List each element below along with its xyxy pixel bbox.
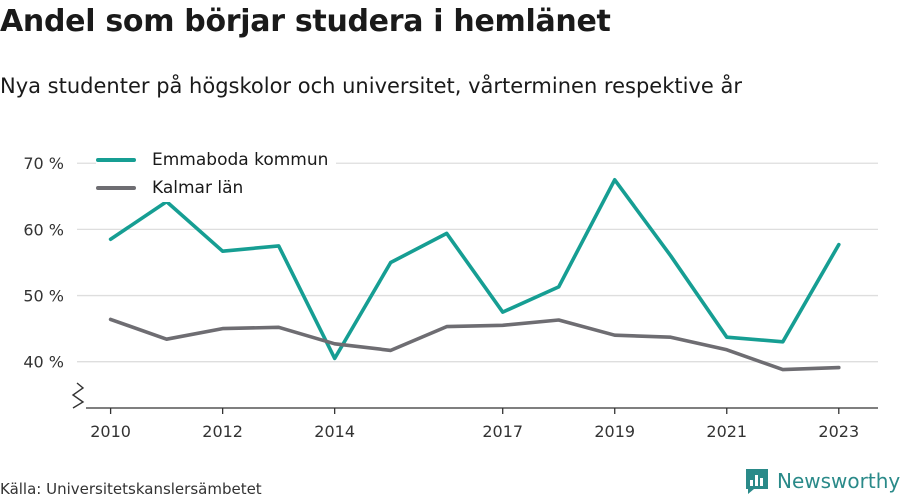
y-tick-label: 60 %: [23, 220, 64, 239]
y-tick-label: 70 %: [23, 154, 64, 173]
series-line-0: [108, 178, 841, 361]
source-note: Källa: Universitetskanslersämbetet: [0, 480, 262, 498]
y-tick-label: 50 %: [23, 287, 64, 306]
chart-subtitle: Nya studenter på högskolor och universit…: [0, 74, 742, 98]
legend-swatch-kalmar: [96, 186, 136, 190]
y-axis-break-icon: [71, 382, 85, 409]
legend-swatch-emmaboda: [96, 158, 136, 162]
chart-title: Andel som börjar studera i hemlänet: [0, 4, 611, 39]
x-tick-label: 2012: [202, 422, 243, 441]
newsworthy-logo-icon: [746, 469, 768, 494]
x-tick-label: 2010: [90, 422, 131, 441]
y-tick-label: 40 %: [23, 353, 64, 372]
legend-item-kalmar: Kalmar län: [96, 174, 328, 202]
x-tick-label: 2014: [314, 422, 355, 441]
brand-name: Newsworthy: [777, 469, 900, 493]
chart-legend: Emmaboda kommun Kalmar län: [96, 146, 337, 202]
series-line-1: [108, 317, 841, 372]
x-tick-label: 2017: [482, 422, 523, 441]
brand-mark: Newsworthy: [744, 467, 900, 495]
line-chart: 40 % 50 % 60 % 70 % 2010 2012 2014 2017 2019 2021…: [23, 154, 878, 441]
x-tick-label: 2021: [706, 422, 747, 441]
legend-label-kalmar: Kalmar län: [152, 178, 244, 198]
x-tick-label: 2019: [594, 422, 635, 441]
legend-label-emmaboda: Emmaboda kommun: [152, 150, 329, 170]
legend-item-emmaboda: Emmaboda kommun: [96, 146, 328, 174]
x-tick-label: 2023: [818, 422, 859, 441]
